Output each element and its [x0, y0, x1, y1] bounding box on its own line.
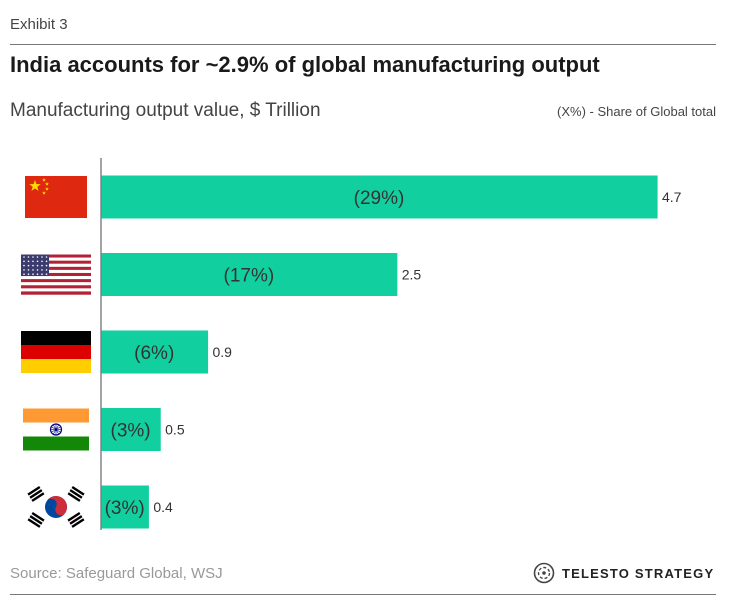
usa-flag-icon: [21, 254, 91, 295]
share-label: (29%): [354, 188, 405, 209]
china-flag-icon: [25, 176, 87, 218]
share-label: (3%): [111, 421, 151, 442]
chart-title: India accounts for ~2.9% of global manuf…: [10, 52, 600, 77]
bar: [101, 330, 209, 374]
brand-name: TELESTO STRATEGY: [562, 565, 715, 581]
bar: [101, 253, 398, 296]
source-note: Source: Safeguard Global, WSJ: [10, 565, 223, 582]
bar: [101, 175, 658, 219]
bar: [101, 485, 149, 529]
bar-row: (6%) 0.9: [21, 330, 232, 374]
germany-flag-icon: [21, 331, 91, 373]
south-korea-flag-icon: [24, 484, 88, 530]
value-label: 0.9: [212, 344, 232, 360]
exhibit-label: Exhibit 3: [10, 16, 68, 33]
top-divider: [10, 44, 716, 45]
share-label: (6%): [134, 343, 174, 364]
chart-subtitle: Manufacturing output value, $ Trillion: [10, 100, 321, 121]
bar: [101, 408, 161, 451]
share-label: (17%): [224, 266, 275, 287]
value-label: 0.5: [165, 422, 185, 438]
india-flag-icon: [23, 408, 89, 451]
brand-logo: TELESTO STRATEGY: [533, 562, 714, 584]
bottom-divider: [10, 594, 716, 595]
value-label: 0.4: [153, 499, 173, 515]
share-label: (3%): [105, 498, 145, 519]
bar-chart: (29%) 4.7 (17%) 2.5 (6%) 0.9 (3%) 0.5 (3%) 0.4: [21, 158, 682, 530]
value-label: 4.7: [662, 189, 682, 205]
bar-row: (29%) 4.7: [25, 175, 682, 219]
bar-row: (3%) 0.5: [23, 408, 185, 451]
bar-row: (17%) 2.5: [21, 253, 421, 296]
telesto-logo-icon: [533, 562, 555, 584]
value-label: 2.5: [402, 267, 422, 283]
bar-row: (3%) 0.4: [24, 484, 173, 530]
share-note: (X%) - Share of Global total: [557, 104, 716, 119]
